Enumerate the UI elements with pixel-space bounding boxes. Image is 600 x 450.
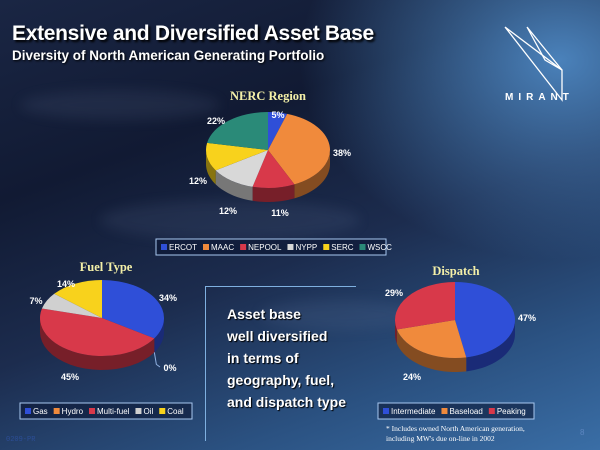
- legend-swatch: [287, 244, 294, 250]
- pie-slice-serc: [206, 142, 268, 171]
- data-label: 7%: [29, 296, 42, 306]
- page-number: 8: [580, 428, 585, 437]
- chart-legend: Intermediate Baseload Peaking: [377, 402, 535, 420]
- legend-swatch: [89, 408, 96, 414]
- legend-label: ERCOT: [169, 243, 197, 252]
- chart-legend: Gas Hydro Multi-fuel Oil Coal: [19, 402, 193, 420]
- message-line: geography, fuel,: [227, 372, 335, 388]
- legend-label: Intermediate: [391, 407, 436, 416]
- legend-swatch: [359, 244, 366, 250]
- pie-chart-dispatch: Dispatch 47% 24% 29% Intermediate Baseload Pea…: [377, 264, 536, 420]
- chart-legend: ERCOT MAAC NEPOOL NYPP SERC WSCC: [155, 238, 393, 256]
- message-line: in terms of: [227, 350, 299, 366]
- footnote: * Includes owned North American generati…: [386, 424, 525, 444]
- legend-label: NEPOOL: [248, 243, 282, 252]
- data-label: 12%: [189, 176, 207, 186]
- legend-swatch: [240, 244, 247, 250]
- chart-title: Dispatch: [432, 264, 479, 278]
- legend-swatch: [53, 408, 60, 414]
- slide-subtitle: Diversity of North American Generating P…: [12, 48, 325, 63]
- pie-slice-side: [154, 318, 164, 353]
- pie-slice-side: [466, 320, 515, 372]
- pie-slice-ercot: [268, 112, 288, 150]
- label-leader-line: [153, 352, 161, 368]
- legend-label: Peaking: [497, 407, 526, 416]
- chart-title: Fuel Type: [80, 260, 133, 274]
- legend-label: WSCC: [368, 243, 393, 252]
- legend-swatch: [25, 408, 31, 414]
- pie-slice-multi-fuel: [39, 308, 155, 356]
- message-line: and dispatch type: [227, 394, 347, 410]
- mirant-logo-icon: [504, 26, 563, 102]
- pie-slice-peaking: [395, 282, 455, 330]
- data-label: 14%: [57, 279, 75, 289]
- document-code: 0209-PR: [6, 436, 36, 444]
- pie-slice-nypp: [215, 150, 268, 187]
- data-label: 29%: [385, 288, 403, 298]
- pie-slice-side: [40, 318, 155, 370]
- data-label: 11%: [271, 208, 289, 218]
- pie-slice-side: [252, 184, 295, 202]
- pie-slice-side: [215, 170, 253, 201]
- data-label: 22%: [207, 116, 225, 126]
- logo-text: MIRANT: [505, 92, 574, 103]
- legend-label: Baseload: [449, 407, 482, 416]
- legend-swatch: [135, 408, 142, 414]
- legend-label: SERC: [331, 243, 353, 252]
- footnote-line: * Includes owned North American generati…: [386, 424, 525, 433]
- data-label: 45%: [61, 372, 79, 382]
- slide-title: Extensive and Diversified Asset Base: [12, 22, 374, 45]
- data-label: 0%: [163, 363, 176, 373]
- data-label: 47%: [518, 313, 536, 323]
- pie-slice-oil: [41, 293, 102, 318]
- legend-label: Gas: [33, 407, 48, 416]
- legend-swatch: [159, 408, 166, 414]
- legend-label: MAAC: [211, 243, 234, 252]
- pie-slice-coal: [54, 280, 102, 318]
- data-label: 24%: [403, 372, 421, 382]
- legend-swatch: [203, 244, 209, 250]
- chart-title: NERC Region: [230, 89, 306, 103]
- message-box: [205, 286, 356, 441]
- pie-chart-nerc-region: NERC Region 5% 38% 11% 12% 12% 22% ERCOT MAAC NEP…: [155, 89, 393, 256]
- message-line: well diversified: [227, 328, 328, 344]
- legend-swatch: [161, 244, 167, 250]
- pie-slice-side: [396, 329, 467, 372]
- pie-slice-wscc: [207, 112, 268, 150]
- pie-slice-nepool: [252, 150, 295, 188]
- legend-swatch: [383, 408, 389, 414]
- legend-label: Multi-fuel: [97, 407, 130, 416]
- legend-swatch: [323, 244, 330, 250]
- legend-label: Hydro: [62, 407, 84, 416]
- legend-swatch: [441, 408, 448, 414]
- data-label: 5%: [271, 110, 284, 120]
- message-text: Asset base well diversified in terms of …: [227, 303, 346, 413]
- pie-chart-fuel-type: Fuel Type 34% 0% 45% 7% 14% Gas Hydro Multi-fuel…: [19, 260, 193, 420]
- data-label: 34%: [159, 293, 177, 303]
- pie-slice-baseload: [396, 320, 467, 358]
- background-streak: [260, 300, 420, 330]
- legend-swatch: [488, 408, 495, 414]
- pie-slice-maac: [268, 113, 330, 185]
- pie-slice-side: [395, 320, 397, 344]
- pie-slice-side: [206, 150, 216, 185]
- footnote-line: including MW's due on-line in 2002: [386, 434, 495, 443]
- legend-label: Oil: [143, 407, 153, 416]
- pie-slice-intermediate: [455, 282, 515, 358]
- pie-slice-gas: [102, 280, 165, 339]
- message-line: Asset base: [227, 306, 301, 322]
- legend-label: Coal: [167, 407, 184, 416]
- pie-slice-side: [294, 150, 330, 199]
- legend-label: NYPP: [295, 243, 317, 252]
- background-streak: [100, 200, 360, 240]
- data-label: 12%: [219, 206, 237, 216]
- data-label: 38%: [333, 148, 351, 158]
- background-streak: [20, 90, 220, 120]
